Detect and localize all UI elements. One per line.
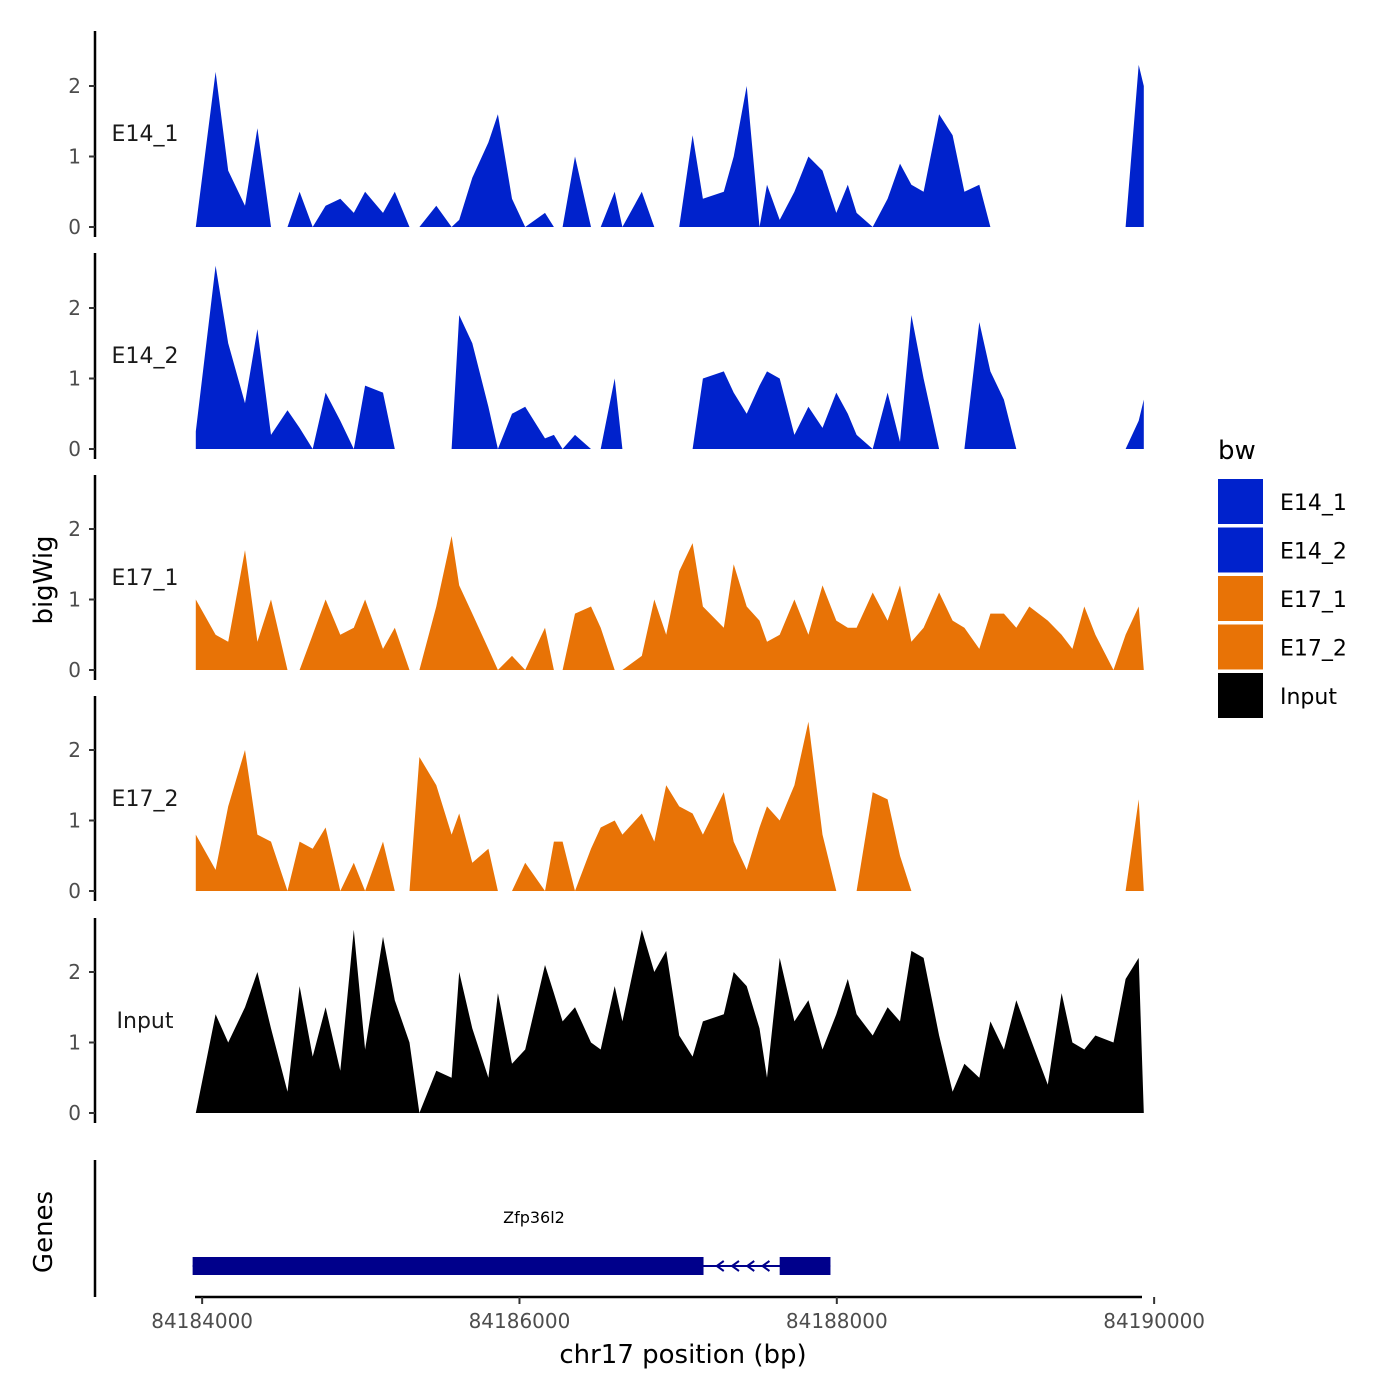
area-e14-2: [195, 265, 1144, 449]
y-tick-label: 1: [68, 588, 81, 612]
y-tick-label: 1: [68, 367, 81, 391]
y-tick-label: 2: [68, 74, 81, 98]
x-tick-label: 84188000: [786, 1309, 888, 1333]
legend-label: E17_1: [1280, 588, 1347, 613]
gene-exon: [779, 1257, 831, 1275]
legend: bw E14_1 E14_2 E17_1 E17_2 Input: [1218, 436, 1347, 718]
y-tick-label: 2: [68, 738, 81, 762]
y-tick-label: 0: [68, 1101, 81, 1125]
strand-arrow: [760, 1260, 771, 1272]
area-e17-2: [195, 721, 1144, 891]
x-axis-title: chr17 position (bp): [559, 1340, 806, 1370]
y-axis-title: bigWig: [29, 535, 59, 624]
strand-arrow: [715, 1260, 725, 1272]
y-tick-label: 0: [68, 437, 81, 461]
track-label: E17_2: [112, 787, 179, 812]
track-e17-2: 0 1 2 E17_2: [68, 696, 1144, 903]
legend-label: E14_2: [1280, 540, 1347, 565]
area-input: [195, 929, 1144, 1113]
legend-title: bw: [1218, 436, 1256, 466]
track-label: E17_1: [112, 566, 179, 591]
legend-key-e14-1: [1218, 479, 1263, 524]
x-tick-label: 84190000: [1103, 1309, 1205, 1333]
y-tick-label: 0: [68, 658, 81, 682]
signal-tracks: 0 1 2 E14_1 0 1 2 E14_2 0 1 2 E17_1 0 1 2 E17_2 0 1 2 Input: [68, 31, 1144, 1125]
area-e17-1: [195, 536, 1144, 670]
gene-track: Zfp36l2: [93, 1160, 831, 1297]
strand-arrow: [730, 1260, 740, 1272]
y-tick-label: 1: [68, 145, 81, 169]
legend-label: Input: [1280, 685, 1337, 710]
y-tick-label: 0: [68, 879, 81, 903]
legend-key-input: [1218, 673, 1263, 718]
gene-name: Zfp36l2: [503, 1208, 565, 1227]
legend-key-e17-1: [1218, 576, 1263, 621]
track-e14-1: 0 1 2 E14_1: [68, 31, 1144, 239]
x-tick-label: 84186000: [469, 1309, 571, 1333]
y-tick-label: 0: [68, 215, 81, 239]
legend-key-e17-2: [1218, 624, 1263, 670]
y-tick-label: 2: [68, 960, 81, 984]
track-e14-2: 0 1 2 E14_2: [68, 253, 1144, 461]
area-e14-1: [195, 64, 1144, 228]
x-tick-label: 84184000: [151, 1309, 253, 1333]
y-tick-label: 1: [68, 1031, 81, 1055]
legend-label: E17_2: [1280, 637, 1347, 662]
legend-key-e14-2: [1218, 527, 1263, 573]
track-label: E14_2: [112, 344, 179, 369]
track-label: E14_1: [112, 122, 179, 147]
genes-track-title: Genes: [29, 1191, 59, 1273]
y-tick-label: 2: [68, 517, 81, 541]
track-label: Input: [117, 1009, 174, 1034]
gene-exon: [192, 1257, 704, 1275]
y-tick-label: 1: [68, 809, 81, 833]
track-e17-1: 0 1 2 E17_1: [68, 475, 1144, 682]
track-input: 0 1 2 Input: [68, 918, 1144, 1125]
y-tick-label: 2: [68, 296, 81, 320]
legend-label: E14_1: [1280, 491, 1347, 516]
x-axis: 84184000 84186000 84188000 84190000: [151, 1295, 1205, 1333]
strand-arrow: [745, 1260, 755, 1272]
